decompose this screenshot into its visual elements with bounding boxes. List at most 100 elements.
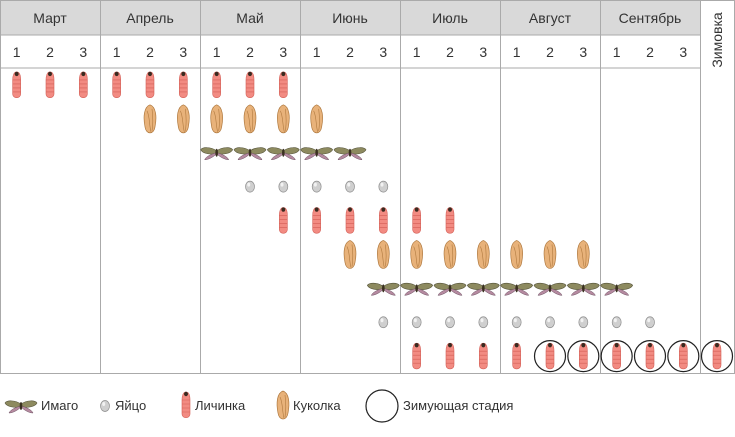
decade-label: 2	[646, 44, 654, 60]
decade-label: 3	[79, 44, 87, 60]
egg-icon	[645, 316, 655, 329]
egg-icon	[245, 180, 255, 193]
egg-icon	[378, 180, 389, 193]
pupa-icon	[410, 240, 423, 269]
egg-icon	[545, 316, 555, 329]
pupa-icon	[443, 240, 457, 269]
egg-icon	[478, 316, 489, 329]
egg-icon	[445, 316, 455, 329]
wintering-circle	[700, 340, 734, 373]
wintering-circle-icon	[365, 388, 399, 423]
egg-icon	[278, 180, 289, 193]
larva-icon	[278, 206, 288, 234]
grid-background	[0, 0, 735, 374]
month-labels: Март Апрель Май Июнь Июль Август Сентябрь	[33, 10, 681, 26]
larva-icon	[345, 206, 355, 234]
pupa-icon	[477, 240, 490, 269]
imago-icon	[533, 282, 567, 296]
larva-icon	[445, 206, 455, 234]
decade-label: 3	[479, 44, 487, 60]
imago-icon	[366, 282, 400, 296]
pupa-icon	[177, 104, 190, 134]
larva-icon	[45, 71, 55, 99]
decade-label: 1	[213, 44, 221, 60]
month-label: Июнь	[332, 10, 368, 26]
legend-item-wintering: Зимующая стадия	[364, 374, 513, 437]
legend-item-imago: Имаго	[4, 374, 78, 437]
larva-icon	[112, 71, 122, 99]
legend-label-imago: Имаго	[41, 398, 79, 413]
decade-label: 3	[279, 44, 287, 60]
larva-icon	[645, 342, 655, 370]
larva-icon	[545, 342, 555, 370]
larva-icon	[78, 71, 88, 99]
pupa-icon	[243, 104, 257, 134]
larva-icon	[678, 342, 688, 370]
pupa-icon	[343, 240, 357, 269]
imago-icon	[400, 282, 434, 296]
egg-icon	[511, 316, 522, 329]
month-lines	[100, 0, 601, 374]
month-label: Август	[529, 10, 572, 26]
decade-label: 3	[379, 44, 387, 60]
larva-icon	[278, 71, 288, 99]
pupa-icon	[510, 240, 523, 269]
wintering-label: Зимовка	[709, 12, 725, 68]
legend-item-pupa: Куколка	[276, 374, 341, 437]
decade-label: 1	[313, 44, 321, 60]
decade-label: 3	[179, 44, 187, 60]
larva-icon	[312, 206, 322, 234]
legend-label-larva: Личинка	[195, 398, 246, 413]
decade-label: 1	[613, 44, 621, 60]
decade-label: 1	[413, 44, 421, 60]
month-label: Март	[33, 10, 67, 26]
wintering-circle	[533, 340, 567, 373]
decade-label: 2	[46, 44, 54, 60]
larva-icon	[412, 342, 422, 370]
pupa-icon	[210, 104, 223, 134]
stage-icons	[12, 71, 734, 373]
egg-icon	[378, 316, 389, 329]
larva-icon	[478, 342, 488, 370]
larva-icon	[612, 342, 622, 370]
pupa-icon	[143, 104, 157, 134]
wintering-circle	[567, 340, 600, 373]
legend: Имаго Яйцо Личинка Куколка Зимующая стад…	[0, 374, 735, 437]
imago-icon	[266, 147, 300, 161]
decade-label: 1	[13, 44, 21, 60]
imago-icon	[466, 282, 500, 296]
larva-icon	[412, 206, 422, 234]
imago-icon	[300, 147, 334, 161]
legend-label-wintering: Зимующая стадия	[403, 398, 514, 413]
larva-icon	[178, 71, 188, 99]
pupa-icon	[577, 240, 590, 269]
imago-icon	[566, 282, 600, 296]
imago-icon	[200, 147, 234, 161]
wintering-circle	[600, 340, 633, 373]
wintering-circle	[633, 340, 667, 373]
decade-label: 2	[346, 44, 354, 60]
decade-label: 2	[546, 44, 554, 60]
decade-label: 1	[113, 44, 121, 60]
larva-icon	[512, 342, 522, 370]
larva-icon	[378, 206, 388, 234]
larva-icon	[578, 342, 588, 370]
larva-icon	[445, 342, 455, 370]
month-label: Июль	[432, 10, 468, 26]
decade-label: 3	[679, 44, 687, 60]
egg-icon	[100, 399, 110, 412]
month-label: Сентябрь	[619, 10, 682, 26]
egg-icon	[345, 180, 355, 193]
imago-icon	[600, 282, 634, 296]
decade-label: 2	[446, 44, 454, 60]
pupa-icon	[377, 240, 390, 269]
legend-item-larva: Личинка	[180, 374, 245, 437]
legend-item-egg: Яйцо	[98, 374, 146, 437]
pupa-icon	[543, 240, 557, 269]
month-label: Апрель	[126, 10, 174, 26]
decade-label: 3	[579, 44, 587, 60]
imago-icon	[233, 147, 267, 161]
imago-icon	[333, 147, 367, 161]
pupa-icon	[276, 390, 290, 419]
